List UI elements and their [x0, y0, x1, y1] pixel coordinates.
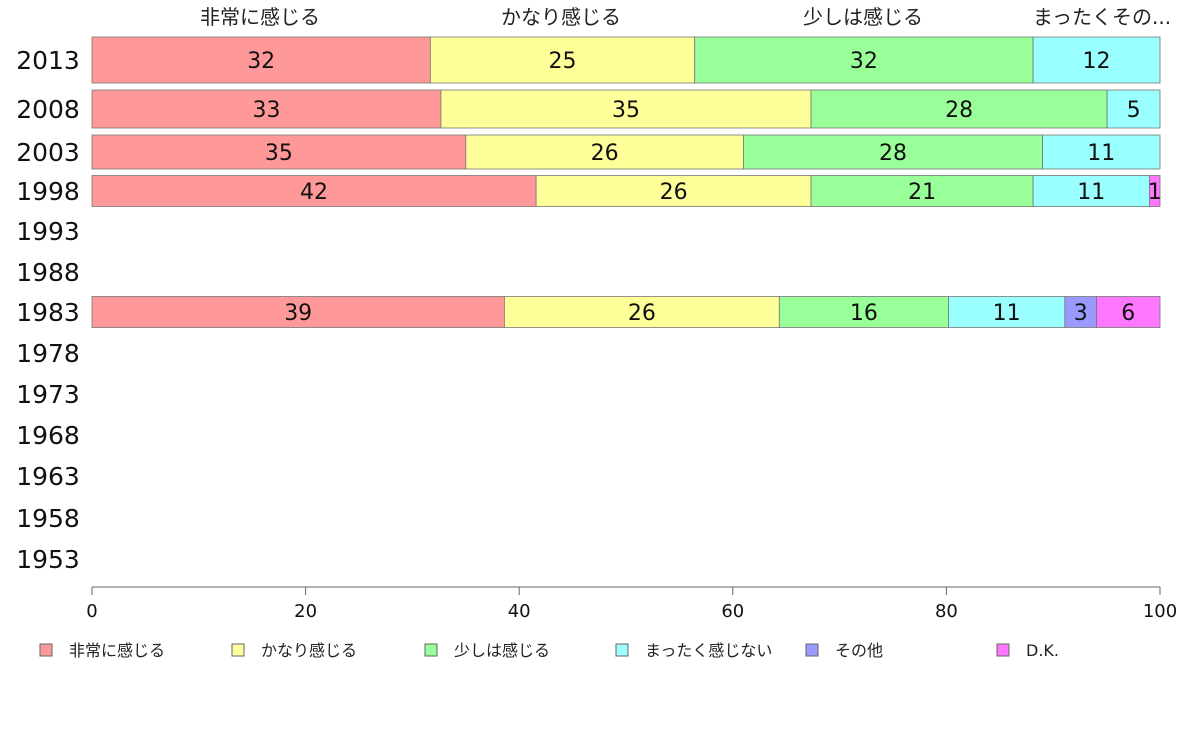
x-tick-label-20: 20 — [294, 601, 317, 622]
top-label-0: 非常に感じる — [200, 5, 320, 29]
bar-2003-series-1 — [465, 134, 744, 170]
legend-label-5: D.K. — [1026, 641, 1059, 660]
bar-2013-series-2 — [694, 36, 1034, 84]
data-label-1998-series-5: 1 — [1148, 180, 1162, 205]
bar-2008-series-1 — [440, 89, 812, 129]
legend-swatch-0 — [39, 643, 53, 657]
data-label-2003-series-0: 35 — [265, 141, 293, 166]
legend-label-2: 少しは感じる — [454, 641, 550, 660]
data-label-1983-series-2: 16 — [850, 301, 878, 326]
data-label-1998-series-1: 26 — [660, 180, 688, 205]
top-label-1: かなり感じる — [501, 5, 621, 29]
bar-1983-series-5 — [1096, 296, 1161, 328]
top-label-2: 少しは感じる — [803, 5, 923, 29]
x-tick-label-80: 80 — [935, 601, 958, 622]
x-tick-label-100: 100 — [1143, 601, 1177, 622]
y-tick-label-1963: 1963 — [16, 462, 80, 491]
bar-2008-series-3 — [1106, 89, 1161, 129]
bar-1998-series-0 — [91, 175, 537, 207]
legend-swatch-4 — [805, 643, 819, 657]
legend: 非常に感じる かなり感じる 少しは感じる まったく感じない その他 D.K. — [39, 641, 1059, 660]
data-label-2013-series-3: 12 — [1083, 49, 1111, 74]
x-axis: 0 20 40 60 80 100 — [86, 586, 1177, 622]
y-tick-label-2003: 2003 — [16, 138, 80, 167]
legend-label-1: かなり感じる — [261, 641, 357, 660]
y-tick-label-1958: 1958 — [16, 504, 80, 533]
data-label-2008-series-3: 5 — [1127, 98, 1141, 123]
data-label-2013-series-0: 32 — [247, 49, 275, 74]
legend-swatch-1 — [231, 643, 245, 657]
legend-swatch-3 — [615, 643, 629, 657]
bar-2003-series-3 — [1042, 134, 1161, 170]
data-label-2003-series-1: 26 — [591, 141, 619, 166]
y-tick-label-1983: 1983 — [16, 298, 80, 327]
data-label-1998-series-0: 42 — [300, 180, 328, 205]
y-tick-label-1998: 1998 — [16, 177, 80, 206]
data-label-1983-series-4: 3 — [1074, 301, 1088, 326]
bar-2013-series-3 — [1032, 36, 1161, 84]
bar-2003-series-0 — [91, 134, 467, 170]
data-label-1983-series-1: 26 — [628, 301, 656, 326]
bar-2008-series-2 — [810, 89, 1108, 129]
data-label-1998-series-2: 21 — [908, 180, 936, 205]
y-tick-label-1988: 1988 — [16, 258, 80, 287]
legend-swatch-5 — [996, 643, 1010, 657]
y-axis: 2013 2008 2003 1998 1993 1988 1983 1978 1973 1968… — [16, 46, 80, 574]
y-tick-label-2008: 2008 — [16, 95, 80, 124]
y-tick-label-1968: 1968 — [16, 421, 80, 450]
x-tick-label-0: 0 — [86, 601, 97, 622]
y-tick-label-2013: 2013 — [16, 46, 80, 75]
bar-1998-series-1 — [535, 175, 812, 207]
bar-1998-series-3 — [1032, 175, 1150, 207]
bar-1983-series-2 — [778, 296, 949, 328]
x-tick-label-40: 40 — [508, 601, 531, 622]
y-tick-label-1978: 1978 — [16, 339, 80, 368]
data-label-1983-series-0: 39 — [284, 301, 312, 326]
y-tick-label-1993: 1993 — [16, 217, 80, 246]
bar-2013-series-0 — [91, 36, 431, 84]
data-label-2003-series-2: 28 — [879, 141, 907, 166]
y-tick-label-1973: 1973 — [16, 380, 80, 409]
legend-swatch-2 — [424, 643, 438, 657]
y-tick-label-1953: 1953 — [16, 545, 80, 574]
data-label-2013-series-2: 32 — [850, 49, 878, 74]
bar-1998-series-5 — [1149, 175, 1161, 207]
bar-1983-series-1 — [503, 296, 780, 328]
bar-2013-series-1 — [429, 36, 696, 84]
data-label-2013-series-1: 25 — [549, 49, 577, 74]
data-label-1998-series-3: 11 — [1077, 180, 1105, 205]
bar-2008-series-0 — [91, 89, 442, 129]
data-label-2008-series-2: 28 — [945, 98, 973, 123]
x-tick-label-60: 60 — [721, 601, 744, 622]
data-label-2008-series-1: 35 — [612, 98, 640, 123]
data-label-2008-series-0: 33 — [252, 98, 280, 123]
legend-label-0: 非常に感じる — [69, 641, 165, 660]
legend-label-4: その他 — [835, 641, 883, 660]
top-labels: 非常に感じる かなり感じる 少しは感じる まったくその... — [200, 5, 1171, 29]
data-label-1983-series-3: 11 — [993, 301, 1021, 326]
data-label-1983-series-5: 6 — [1121, 301, 1135, 326]
data-label-2003-series-3: 11 — [1087, 141, 1115, 166]
top-label-3: まったくその... — [1033, 5, 1171, 29]
legend-label-3: まったく感じない — [645, 641, 772, 660]
